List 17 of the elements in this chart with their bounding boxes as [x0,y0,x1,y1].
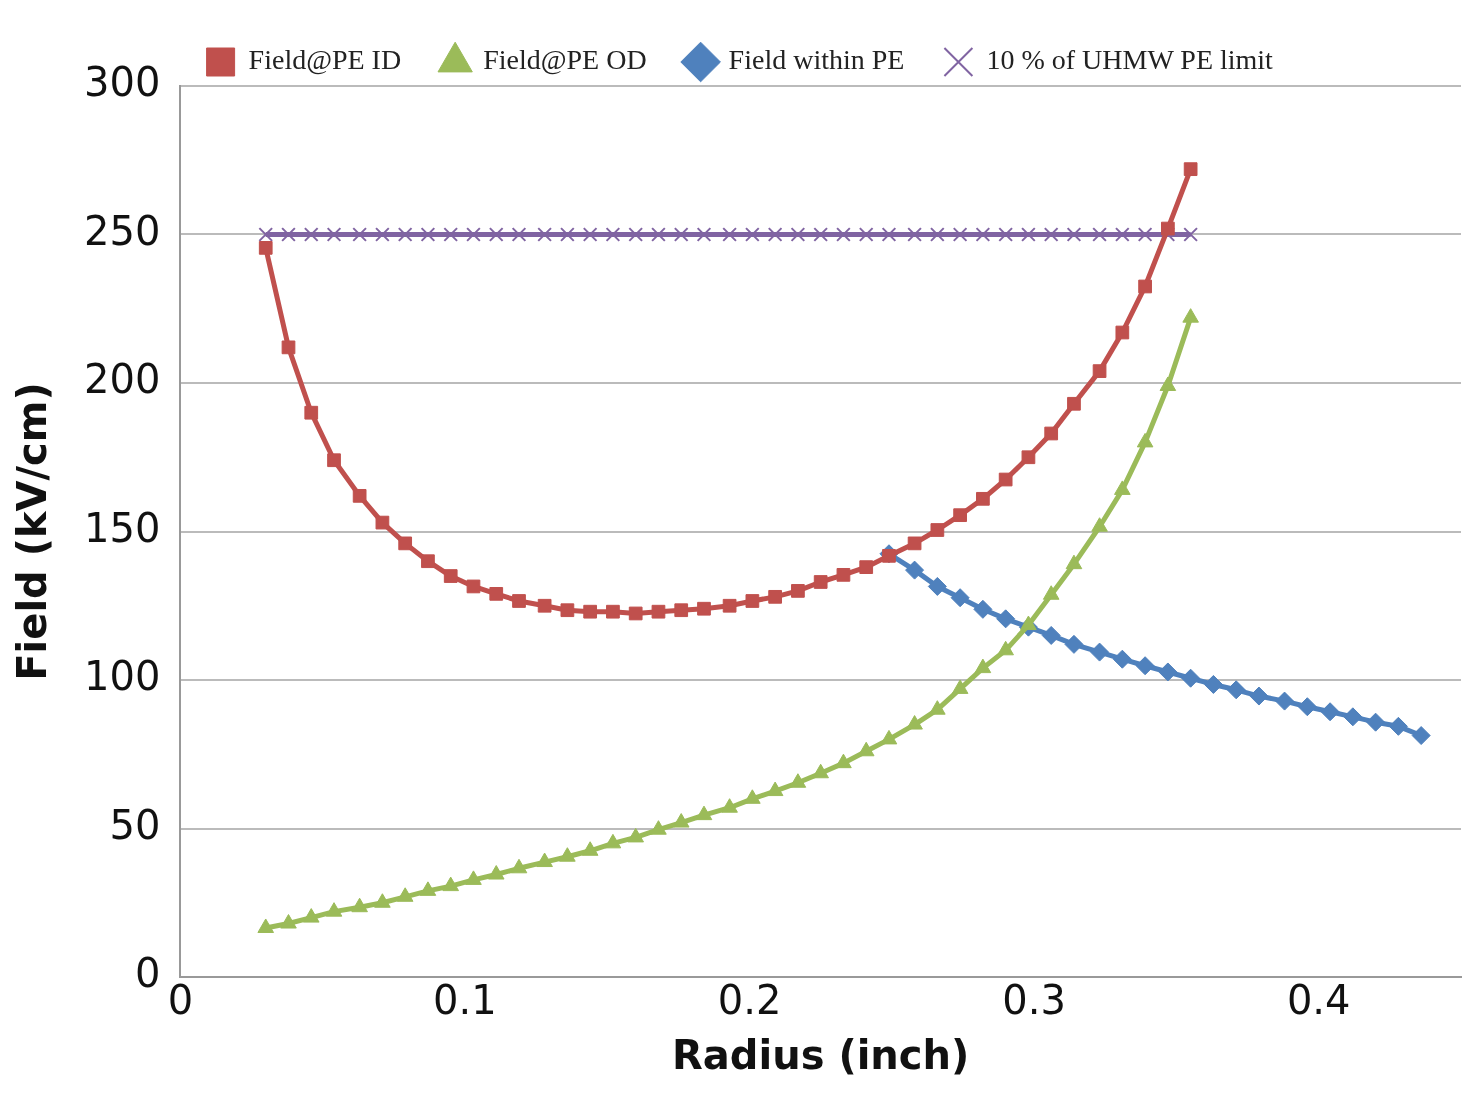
x-tick-label: 0.4 [1286,977,1351,1024]
x-tick-label: 0.2 [717,977,782,1024]
y-tick-label: 250 [83,207,161,254]
legend-label: Field@PE OD [483,44,647,76]
y-tick-label: 100 [83,653,161,700]
x-tick-label: 0 [167,977,194,1024]
x-tick-label: 0.3 [1002,977,1066,1024]
y-tick-label: 200 [83,356,161,403]
y-tick-label: 50 [109,801,161,848]
legend-label: 10 % of UHMW PE limit [986,44,1274,76]
x-axis-title: Radius (inch) [672,1032,970,1079]
legend-label: Field within PE [728,44,905,76]
y-tick-label: 300 [83,59,161,106]
x-tick-label: 0.1 [433,977,497,1024]
y-axis-title: Field (kV/cm) [9,382,56,681]
legend-label: Field@PE ID [248,44,402,76]
y-tick-label: 150 [83,504,161,551]
